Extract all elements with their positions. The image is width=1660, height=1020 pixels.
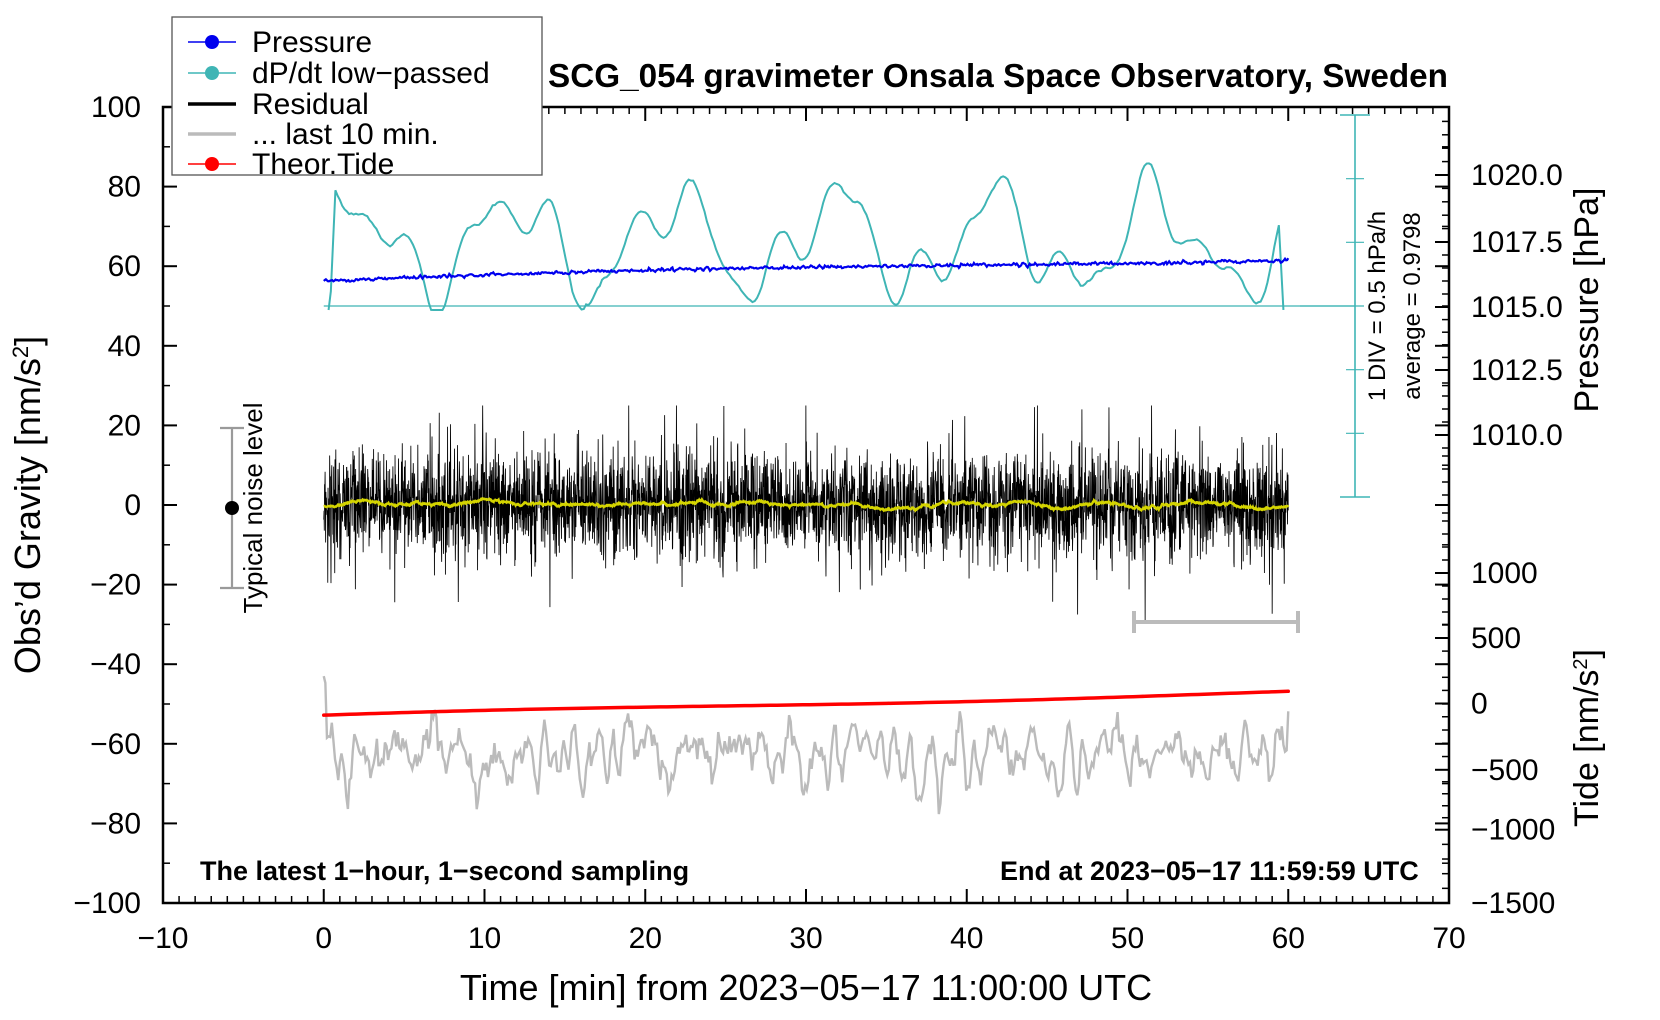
svg-text:0: 0 bbox=[315, 922, 332, 955]
svg-text:−100: −100 bbox=[73, 887, 141, 920]
svg-text:Tide [nm/s2]: Tide [nm/s2] bbox=[1568, 649, 1606, 827]
svg-text:500: 500 bbox=[1471, 622, 1521, 655]
svg-text:50: 50 bbox=[1111, 922, 1144, 955]
svg-text:Pressure: Pressure bbox=[252, 26, 372, 59]
svg-text:20: 20 bbox=[629, 922, 662, 955]
svg-text:Typical noise level: Typical noise level bbox=[238, 403, 268, 614]
svg-text:20: 20 bbox=[108, 409, 141, 442]
svg-text:1017.5: 1017.5 bbox=[1471, 226, 1563, 259]
svg-text:40: 40 bbox=[108, 330, 141, 363]
svg-text:1010.0: 1010.0 bbox=[1471, 419, 1563, 452]
svg-text:−40: −40 bbox=[90, 648, 141, 681]
svg-text:−1500: −1500 bbox=[1471, 887, 1555, 920]
svg-text:dP/dt low−passed: dP/dt low−passed bbox=[252, 57, 490, 90]
svg-text:0: 0 bbox=[124, 489, 141, 522]
svg-text:Pressure [hPa]: Pressure [hPa] bbox=[1568, 188, 1606, 413]
svg-text:−80: −80 bbox=[90, 807, 141, 840]
svg-text:1 DIV = 0.5 hPa/h: 1 DIV = 0.5 hPa/h bbox=[1364, 211, 1391, 401]
svg-text:60: 60 bbox=[108, 250, 141, 283]
svg-text:1020.0: 1020.0 bbox=[1471, 159, 1563, 192]
svg-text:−1000: −1000 bbox=[1471, 814, 1555, 847]
svg-text:1012.5: 1012.5 bbox=[1471, 354, 1563, 387]
svg-text:Residual: Residual bbox=[252, 88, 369, 121]
svg-text:−10: −10 bbox=[138, 922, 189, 955]
svg-text:60: 60 bbox=[1272, 922, 1305, 955]
svg-text:80: 80 bbox=[108, 171, 141, 204]
svg-text:30: 30 bbox=[789, 922, 822, 955]
svg-text:Time [min] from 2023−05−17 11:: Time [min] from 2023−05−17 11:00:00 UTC bbox=[460, 967, 1152, 1008]
svg-text:70: 70 bbox=[1432, 922, 1465, 955]
svg-text:average = 0.9798: average = 0.9798 bbox=[1399, 212, 1426, 400]
svg-text:Obs’d Gravity [nm/s2]: Obs’d Gravity [nm/s2] bbox=[7, 336, 48, 674]
svg-text:Theor.Tide: Theor.Tide bbox=[252, 148, 394, 181]
svg-text:−20: −20 bbox=[90, 569, 141, 602]
svg-text:40: 40 bbox=[950, 922, 983, 955]
svg-text:−60: −60 bbox=[90, 728, 141, 761]
svg-text:1015.0: 1015.0 bbox=[1471, 291, 1563, 324]
svg-text:0: 0 bbox=[1471, 688, 1488, 721]
svg-text:SCG_054 gravimeter Onsala Spac: SCG_054 gravimeter Onsala Space Observat… bbox=[548, 57, 1448, 94]
svg-text:End at 2023−05−17 11:59:59 UTC: End at 2023−05−17 11:59:59 UTC bbox=[1000, 856, 1419, 886]
svg-text:−500: −500 bbox=[1471, 754, 1539, 787]
svg-text:1000: 1000 bbox=[1471, 557, 1538, 590]
svg-text:The latest 1−hour, 1−second sa: The latest 1−hour, 1−second sampling bbox=[200, 856, 689, 886]
svg-text:10: 10 bbox=[468, 922, 501, 955]
svg-text:... last 10 min.: ... last 10 min. bbox=[252, 118, 439, 151]
svg-text:100: 100 bbox=[91, 91, 141, 124]
